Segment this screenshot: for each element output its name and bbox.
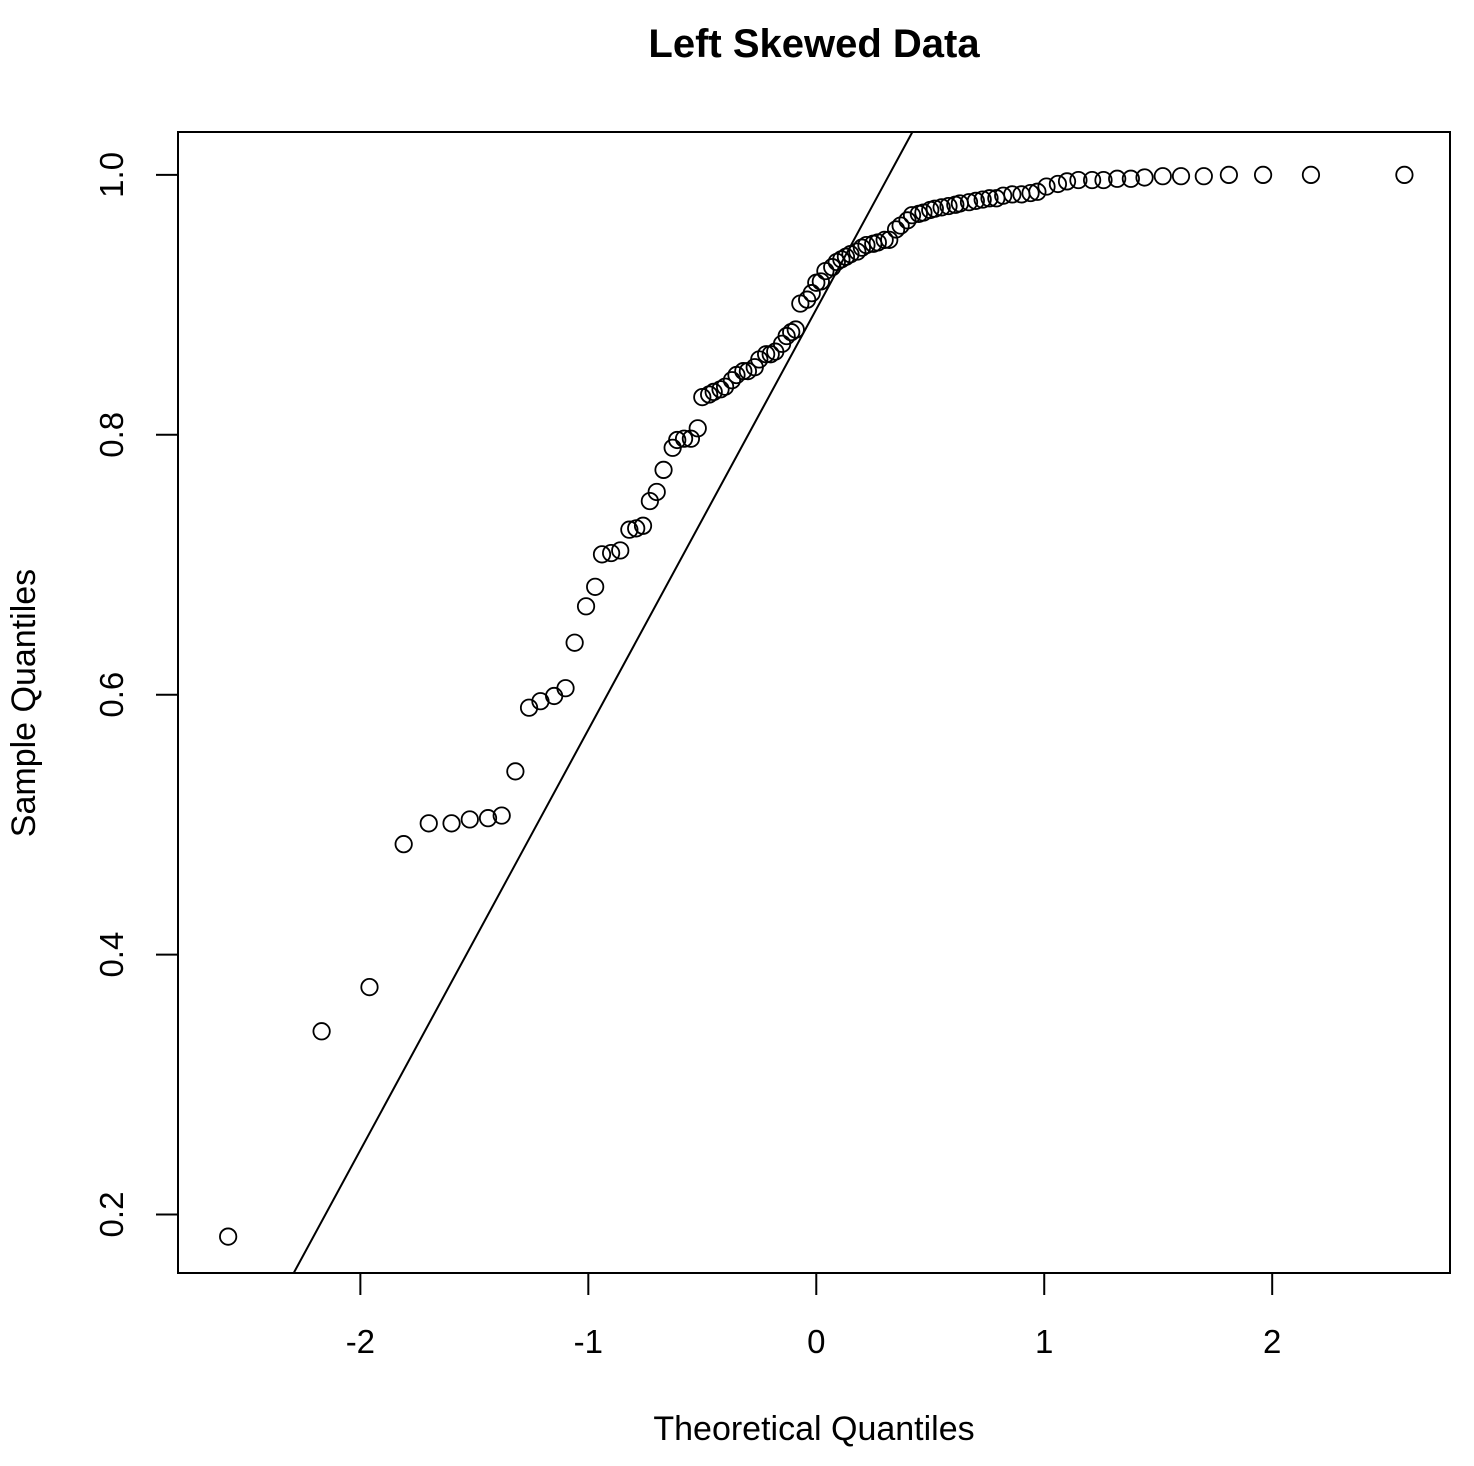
- x-axis: -2 -1 0 1 2: [346, 1272, 1281, 1360]
- data-point: [1153, 167, 1172, 186]
- data-point: [777, 326, 796, 346]
- data-point: [761, 345, 780, 364]
- data-point: [312, 1022, 331, 1041]
- data-point: [1094, 170, 1113, 190]
- data-point: [1021, 183, 1040, 203]
- data-point: [925, 199, 944, 218]
- data-point: [633, 516, 653, 535]
- data-point: [757, 345, 776, 364]
- data-point: [786, 320, 805, 339]
- x-axis-label: Theoretical Quantiles: [653, 1410, 974, 1448]
- data-point: [668, 430, 687, 450]
- data-point: [674, 429, 694, 448]
- data-point: [852, 238, 871, 257]
- data-points: [219, 165, 1414, 1246]
- y-tick-label: 0.4: [93, 932, 130, 978]
- data-point: [880, 230, 899, 249]
- data-point: [647, 482, 666, 502]
- data-point: [734, 362, 753, 381]
- data-point: [640, 491, 659, 511]
- data-point: [875, 230, 894, 249]
- data-point: [973, 190, 992, 209]
- data-point: [576, 597, 596, 616]
- data-point: [898, 211, 917, 230]
- data-point: [966, 191, 985, 210]
- data-point: [1028, 182, 1047, 201]
- x-tick-label: 2: [1263, 1323, 1281, 1360]
- data-point: [1037, 177, 1056, 196]
- data-point: [1003, 185, 1022, 204]
- y-axis-label: Sample Quantiles: [5, 569, 43, 837]
- data-point: [811, 272, 830, 291]
- data-point: [478, 809, 498, 828]
- x-tick-label: -2: [346, 1323, 375, 1360]
- data-point: [782, 323, 801, 342]
- data-point: [980, 189, 999, 208]
- y-tick-label: 0.6: [93, 672, 130, 718]
- data-point: [611, 541, 630, 560]
- data-point: [939, 196, 958, 216]
- data-point: [836, 247, 856, 266]
- data-point: [592, 545, 612, 564]
- data-point: [1219, 165, 1238, 184]
- data-point: [1253, 165, 1273, 184]
- data-point: [1194, 167, 1213, 186]
- data-point: [1135, 168, 1154, 187]
- data-point: [886, 220, 906, 239]
- data-point: [219, 1227, 238, 1246]
- data-point: [802, 284, 821, 303]
- data-point: [586, 577, 605, 596]
- data-point: [460, 810, 479, 829]
- data-point: [902, 206, 922, 225]
- data-point: [827, 252, 846, 272]
- data-point: [959, 193, 979, 212]
- x-tick-label: -1: [574, 1323, 603, 1360]
- data-point: [832, 250, 851, 269]
- data-point: [857, 235, 876, 255]
- data-point: [419, 814, 438, 833]
- x-tick-label: 0: [807, 1323, 825, 1360]
- data-point: [545, 686, 564, 706]
- data-point: [602, 543, 621, 563]
- y-tick-label: 0.8: [93, 412, 130, 458]
- qq-line: [292, 132, 914, 1273]
- data-point: [1083, 170, 1102, 190]
- data-point: [1057, 172, 1077, 191]
- data-point: [620, 520, 639, 539]
- data-point: [1069, 170, 1088, 190]
- data-point: [556, 679, 575, 698]
- x-tick-label: 1: [1035, 1323, 1053, 1360]
- data-point: [1395, 165, 1414, 184]
- y-tick-label: 1.0: [93, 152, 130, 198]
- chart-title: Left Skewed Data: [648, 22, 980, 66]
- data-point: [932, 198, 951, 217]
- data-point: [1048, 174, 1068, 194]
- data-point: [1301, 165, 1321, 184]
- data-point: [722, 371, 742, 390]
- data-point: [700, 385, 719, 404]
- data-point: [654, 460, 673, 479]
- data-point: [994, 186, 1013, 205]
- data-point: [442, 814, 461, 833]
- data-point: [506, 762, 525, 781]
- data-point: [715, 377, 735, 396]
- data-point: [1108, 169, 1127, 188]
- data-point: [848, 242, 867, 261]
- qq-reference-line: [292, 132, 914, 1273]
- data-point: [688, 419, 707, 438]
- y-axis: 0.2 0.4 0.6 0.8 1.0: [93, 152, 179, 1238]
- data-point: [394, 835, 413, 854]
- data-point: [519, 698, 539, 717]
- data-point: [681, 429, 701, 448]
- data-point: [1171, 167, 1191, 186]
- y-tick-label: 0.2: [93, 1192, 130, 1238]
- data-point: [711, 380, 730, 399]
- data-point: [1121, 169, 1140, 188]
- data-point: [360, 978, 379, 997]
- data-point: [565, 633, 584, 652]
- data-point: [492, 806, 511, 825]
